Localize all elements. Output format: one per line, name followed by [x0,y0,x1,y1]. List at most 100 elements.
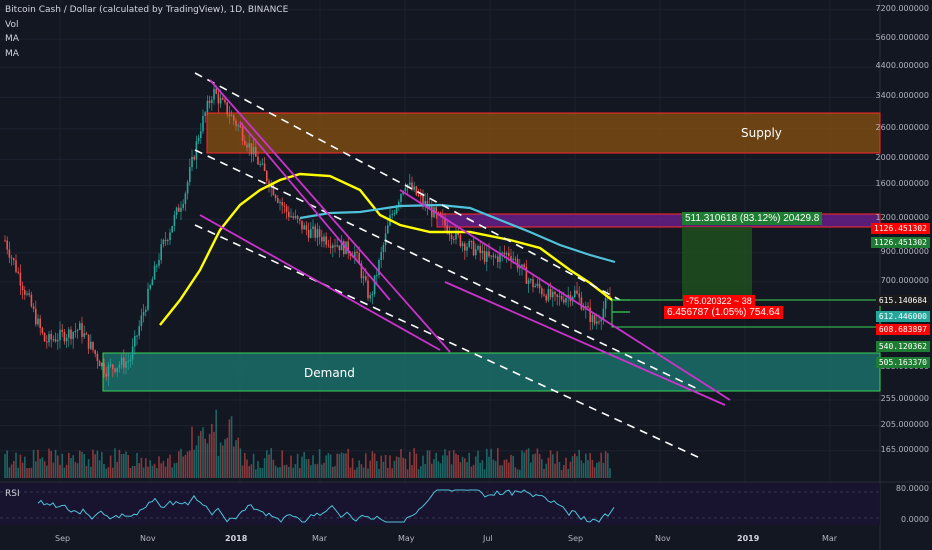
candle-body [21,285,24,291]
candle-body [409,182,411,185]
volume-bar [516,469,519,478]
volume-bar [310,465,312,478]
candle-body [125,361,127,368]
indicator-ma-1[interactable]: MA [5,34,19,44]
candle-body [547,289,550,301]
candle-body [153,265,156,280]
candle-body [400,194,402,203]
candle-body [464,243,466,251]
volume-bar [248,466,250,478]
volume-bar [534,453,536,478]
candle-body [411,182,413,190]
volume-bar [153,463,156,478]
volume-bar [571,456,574,478]
candle-body [217,93,220,104]
price-badge: 608.683897 [875,324,930,335]
volume-bar [318,449,321,478]
candle-body [582,309,585,311]
candle-body [516,258,519,269]
candle-body [103,362,105,374]
candle-body [52,339,55,341]
price-tick: 3400.000000 [875,91,929,101]
volume-bar [479,462,481,478]
volume-bar [558,462,561,478]
volume-bar [387,467,389,478]
volume-bar [96,450,99,478]
candle-body [552,291,554,298]
candle-body [230,115,233,117]
candle-body [395,206,398,214]
candle-body [281,202,283,206]
candle-body [367,280,369,299]
candle-body [255,146,257,157]
volume-bar [351,458,354,478]
indicator-vol[interactable]: Vol [5,20,19,30]
candle-body [501,252,503,254]
candle-body [508,252,510,257]
rsi-label[interactable]: RSI [5,489,20,499]
indicator-ma-2[interactable]: MA [5,49,19,59]
volume-bar [393,460,396,478]
time-tick: Sep [568,534,584,543]
candle-body [497,256,499,262]
candle-body [453,238,455,240]
volume-bar [334,466,336,478]
candle-body [109,364,112,366]
candle-body [226,102,228,115]
volume-bar [395,456,398,478]
candle-body [362,276,365,279]
volume-bar [142,467,145,478]
candle-body [365,276,367,281]
wedge-line-4 [399,189,731,401]
volume-bar [268,454,270,478]
candle-body [519,267,521,269]
candle-body [532,279,534,288]
volume-bar [160,463,162,478]
time-tick: Jul [483,534,493,543]
volume-bar [167,458,169,478]
candle-body [373,275,376,294]
candle-body [431,206,433,218]
symbol-title[interactable]: Bitcoin Cash / Dollar (calculated by Tra… [5,5,289,15]
candle-body [197,137,200,142]
candle-body [382,244,385,252]
volume-bar [4,453,6,478]
candle-body [191,156,193,168]
volume-bar [472,464,475,478]
candle-body [560,295,563,300]
volume-bar [382,461,385,478]
volume-bar [589,453,591,478]
candle-body [140,315,143,327]
demand-zone [102,352,881,392]
volume-bar [270,448,272,478]
price-tick: 7200.000000 [875,3,929,13]
volume-bar [448,450,451,478]
candle-body [310,229,312,238]
ma-yellow-line [159,172,613,326]
volume-bar [81,451,83,478]
candle-body [505,252,508,255]
volume-bar [235,440,237,478]
volume-bar [560,469,563,478]
candle-body [536,283,539,286]
trendline-drawings[interactable] [194,72,731,459]
volume-bar [138,463,140,478]
candle-body [70,329,72,340]
candle-body [488,251,490,257]
candle-body [57,340,59,342]
candle-body [492,255,495,258]
candle-body [554,291,556,295]
volume-bar [87,459,90,478]
volume-bar [453,450,455,478]
candle-body [219,97,222,104]
volume-bar [565,457,567,478]
volume-bar [609,468,611,478]
volume-bar [109,455,112,478]
wedge-line-1 [209,79,451,353]
candle-body [43,332,46,342]
volume-bar [21,462,24,478]
volume-bars [4,409,611,478]
volume-bar [162,461,165,478]
candle-body [244,140,246,145]
